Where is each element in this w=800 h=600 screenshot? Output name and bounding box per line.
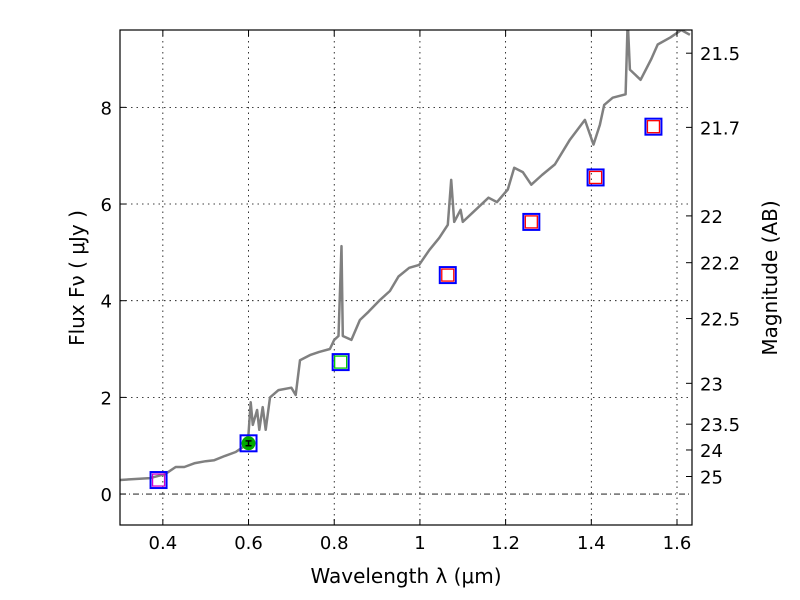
y-tick-label: 4 [101,292,112,313]
photometry-markers [149,117,663,490]
x-tick-label: 1.4 [577,533,606,554]
x-tick-label: 0.8 [320,533,349,554]
photometry-inner-square [646,120,661,134]
y-tick-label: 2 [101,388,112,409]
right-tick-label: 21.7 [700,118,740,139]
photometry-outer-square [586,168,605,187]
right-tick-label: 23 [700,374,723,395]
photometry-outer-square [331,353,350,372]
x-tick-label: 1.6 [663,533,692,554]
photometry-inner-square [441,268,455,282]
y-tick-label: 6 [101,195,112,216]
x-tick-label: 1 [414,533,425,554]
plot-frame [119,29,693,526]
right-tick-label: 22.2 [700,254,740,275]
photometry-outer-square [522,212,541,231]
right-tick-label: 21.5 [700,44,740,65]
spectrum-line [120,30,691,482]
x-tick-label: 0.4 [149,533,178,554]
photometry-inner-square [588,170,603,185]
right-tick-label: 23.5 [700,415,740,436]
photometry-inner-square [524,215,538,229]
x-axis-label: Wavelength λ (μm) [310,564,501,588]
x-tick-label: 1.2 [491,533,520,554]
photometry-outer-square [149,471,168,490]
photometry-inner-square [334,355,348,369]
photometry-outer-square [438,266,457,285]
y-tick-label: 0 [101,485,112,506]
right-tick-label: 22 [700,207,723,228]
right-tick-label: 22.5 [700,310,740,331]
y-axis-label: Flux Fν ( μJy ) [65,210,89,346]
right-tick-label: 24 [700,441,723,462]
photometry-outer-square [239,434,258,453]
photometry-inner-square [151,473,166,487]
photometry-outer-square [644,117,663,136]
grid [120,30,692,525]
right-tick-label: 25 [700,468,723,489]
axis-ticks: 0.4 0.6 0.8 1 1.2 1.4 1.60246821.521.72222.222… [101,30,740,554]
y-tick-label: 8 [101,98,112,119]
right-axis-label: Magnitude (AB) [758,200,782,355]
x-tick-label: 0.6 [234,533,263,554]
